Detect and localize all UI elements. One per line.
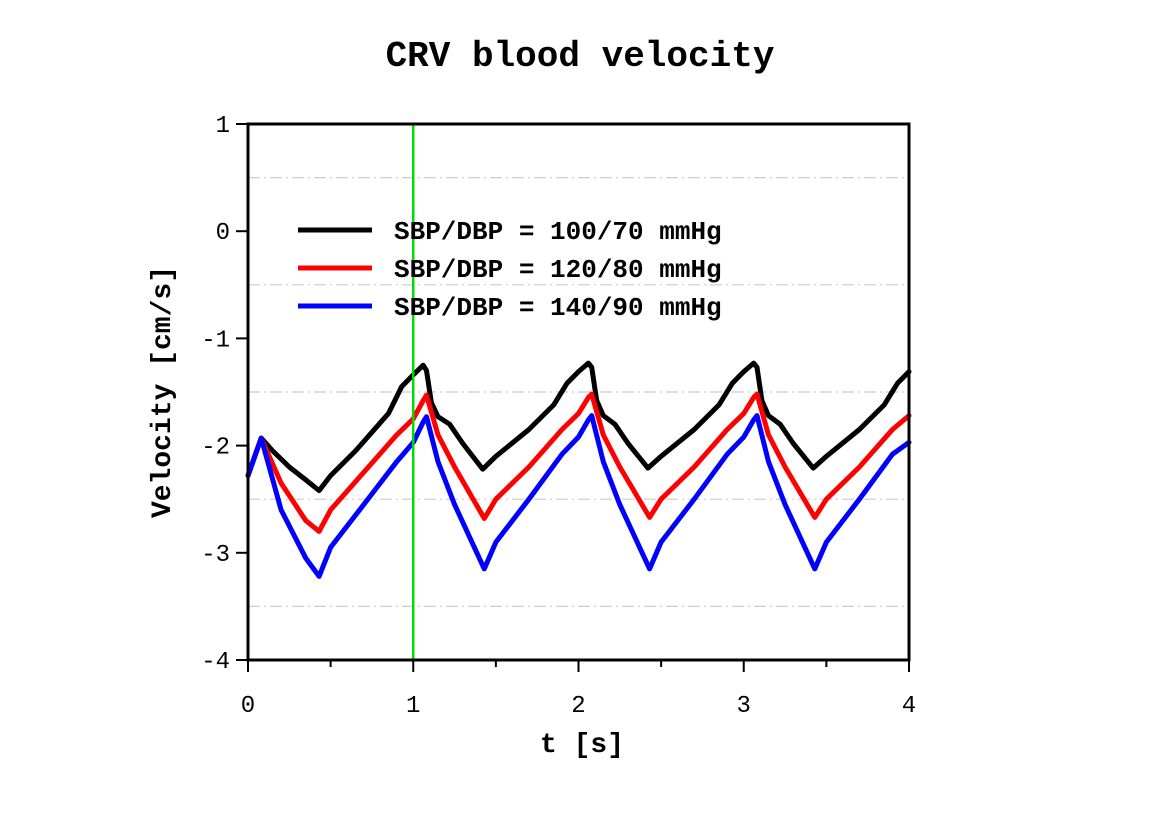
series-line [245,413,912,579]
y-axis-label: Velocity [cm/s] [148,266,179,518]
series-line [245,391,912,534]
y-tick-label: -4 [201,649,230,676]
chart-title: CRV blood velocity [386,36,775,77]
series-line [245,360,912,494]
legend-label: SBP/DBP = 120/80 mmHg [394,255,722,285]
x-tick-label: 2 [571,693,585,720]
legend: SBP/DBP = 100/70 mmHg SBP/DBP = 120/80 mm… [298,217,722,323]
y-tick-label: -1 [201,327,230,354]
legend-label: SBP/DBP = 140/90 mmHg [394,293,722,323]
x-tick-label: 3 [737,693,751,720]
x-tick-label: 4 [902,693,916,720]
grid-lines [248,177,909,608]
x-tick-label: 1 [406,693,420,720]
legend-label: SBP/DBP = 100/70 mmHg [394,217,722,247]
y-tick-label: 1 [216,113,230,140]
x-tick-label: 0 [241,693,255,720]
series-lines [245,360,912,579]
y-tick-label: -2 [201,435,230,462]
x-axis-label: t [s] [540,730,624,761]
y-tick-label: -3 [201,542,230,569]
y-tick-label: 0 [216,220,230,247]
axis-ticks: -4 -3 -2 -1 0 1 0 1 2 3 4 [201,113,916,720]
